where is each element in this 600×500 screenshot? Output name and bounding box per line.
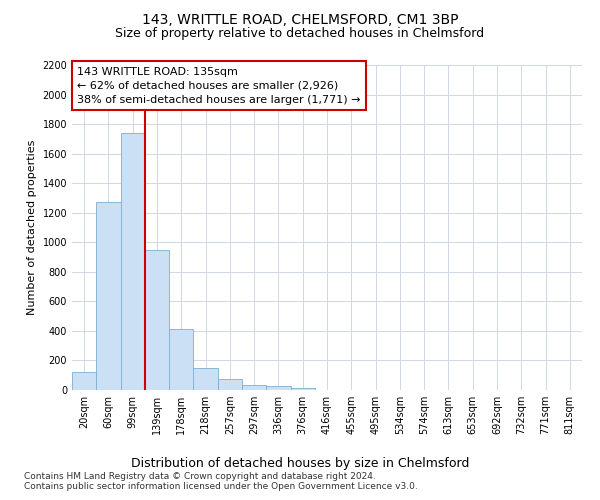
Text: 143 WRITTLE ROAD: 135sqm
← 62% of detached houses are smaller (2,926)
38% of sem: 143 WRITTLE ROAD: 135sqm ← 62% of detach… [77, 66, 361, 104]
Bar [121, 133, 145, 390]
Bar [96, 202, 121, 390]
Text: 143, WRITTLE ROAD, CHELMSFORD, CM1 3BP: 143, WRITTLE ROAD, CHELMSFORD, CM1 3BP [142, 12, 458, 26]
Bar [193, 368, 218, 390]
Text: Contains HM Land Registry data © Crown copyright and database right 2024.: Contains HM Land Registry data © Crown c… [24, 472, 376, 481]
Bar [169, 328, 193, 390]
Text: Distribution of detached houses by size in Chelmsford: Distribution of detached houses by size … [131, 458, 469, 470]
Bar [242, 385, 266, 390]
Text: Contains public sector information licensed under the Open Government Licence v3: Contains public sector information licen… [24, 482, 418, 491]
Bar [218, 379, 242, 390]
Bar [72, 372, 96, 390]
Bar [145, 250, 169, 390]
Bar [290, 388, 315, 390]
Bar [266, 386, 290, 390]
Y-axis label: Number of detached properties: Number of detached properties [27, 140, 37, 315]
Text: Size of property relative to detached houses in Chelmsford: Size of property relative to detached ho… [115, 28, 485, 40]
